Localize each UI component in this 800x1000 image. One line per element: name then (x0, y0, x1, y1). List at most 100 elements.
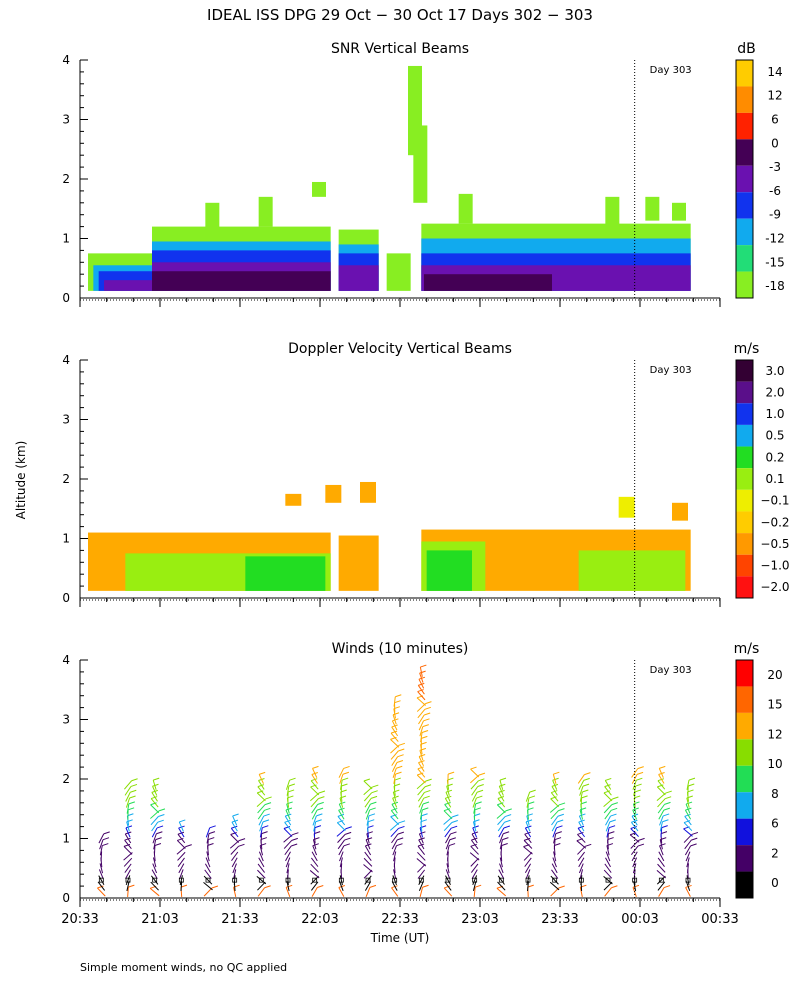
wind-barb (499, 863, 504, 874)
wind-barb (98, 875, 105, 885)
wind-barb (123, 846, 133, 855)
wind-barb (417, 786, 426, 796)
wind-barb-flag (372, 784, 379, 788)
wind-barb (151, 869, 158, 879)
wind-barb (418, 833, 424, 844)
wind-barb (633, 881, 637, 892)
wind-marker (125, 877, 131, 883)
wind-barb (497, 816, 506, 826)
wind-barb (659, 815, 664, 826)
wind-barb (579, 887, 583, 898)
wind-barb (203, 887, 213, 897)
colorbar-label: 10 (767, 757, 782, 771)
colorbar-label: −0.1 (760, 494, 789, 508)
colorbar-swatch (736, 403, 753, 425)
wind-barb-flag (638, 837, 645, 841)
wind-barb (444, 798, 452, 808)
wind-barb (363, 864, 373, 873)
wind-marker (205, 877, 211, 883)
wind-barb-flag (499, 777, 507, 781)
wind-barb-flag (262, 819, 270, 823)
wind-marker (552, 877, 558, 883)
wind-barb-flag (583, 777, 590, 781)
colorbar-unit: dB (737, 41, 756, 57)
wind-barb (444, 881, 452, 891)
y-tick-label: 4 (62, 353, 70, 367)
wind-barb (363, 792, 373, 802)
colorbar-label: 0.1 (765, 472, 784, 486)
wind-barb (445, 875, 451, 885)
wind-barb-flag (103, 831, 110, 835)
wind-barb (286, 863, 290, 874)
wind-barb-flag (557, 813, 565, 817)
colorbar-label: −0.5 (760, 537, 789, 551)
wind-barb-flag (311, 778, 318, 782)
wind-barb-flag (342, 777, 349, 781)
wind-barb-flag (318, 790, 326, 794)
wind-barb (337, 839, 345, 850)
wind-barb (258, 851, 264, 862)
colorbar-label: 20 (767, 668, 782, 682)
wind-barb (630, 845, 639, 856)
wind-barb-flag (450, 831, 457, 835)
wind-marker (418, 877, 424, 883)
wind-barb (659, 839, 663, 850)
wind-barb (499, 857, 503, 868)
wind-barb (177, 833, 186, 844)
wind-barb-flag (208, 831, 216, 835)
wind-barb (444, 804, 452, 814)
wind-barb (657, 804, 665, 814)
wind-barb (684, 816, 692, 826)
wind-barb-flag (634, 795, 641, 799)
wind-barb (417, 863, 426, 873)
wind-barb-flag (523, 837, 531, 841)
colorbar-swatch (736, 686, 753, 713)
wind-barb (125, 797, 131, 808)
wind-barb-flag (662, 819, 669, 823)
wind-barb-flag (394, 700, 401, 704)
wind-barb-flag (497, 796, 505, 799)
wind-barb (204, 869, 212, 879)
wind-barb (499, 833, 504, 844)
wind-barb (416, 858, 427, 867)
wind-barb (312, 815, 317, 826)
wind-barb (231, 821, 238, 832)
wind-barb (685, 851, 691, 862)
wind-barb-flag (497, 802, 504, 806)
wind-barb (632, 887, 637, 897)
wind-barb (151, 792, 158, 802)
wind-barb (340, 863, 343, 874)
wind-barb-flag (128, 801, 136, 805)
colorbar-label: 2.0 (765, 385, 784, 399)
wind-barb (658, 851, 665, 862)
wind-barb (550, 887, 560, 897)
wind-barb-flag (392, 712, 400, 716)
wind-barb-flag (657, 778, 665, 782)
colorbar-label: 12 (767, 89, 782, 103)
wind-barb (285, 809, 291, 820)
wind-barb (150, 881, 159, 891)
wind-barb-flag (604, 784, 611, 788)
wind-barb (630, 828, 639, 837)
wind-marker (285, 877, 291, 883)
doppler-echo (360, 481, 376, 503)
wind-barb-flag (477, 784, 484, 787)
wind-barb-flag (684, 813, 691, 817)
wind-barb-flag (634, 789, 642, 793)
wind-barb (471, 786, 479, 796)
wind-barb (149, 887, 160, 897)
wind-barb-flag (501, 843, 508, 846)
wind-barb (393, 774, 397, 784)
wind-barb-flag (612, 796, 619, 800)
panel-title: Winds (10 minutes) (332, 641, 469, 657)
wind-barb-flag (554, 843, 561, 846)
snr-echo (605, 196, 620, 233)
wind-barb (633, 785, 637, 796)
wind-barb-flag (448, 843, 456, 847)
colorbar-frame (735, 659, 754, 899)
y-tick-label: 2 (62, 172, 70, 186)
wind-barb (206, 833, 210, 844)
wind-barb (285, 780, 291, 790)
wind-barb (313, 821, 317, 832)
